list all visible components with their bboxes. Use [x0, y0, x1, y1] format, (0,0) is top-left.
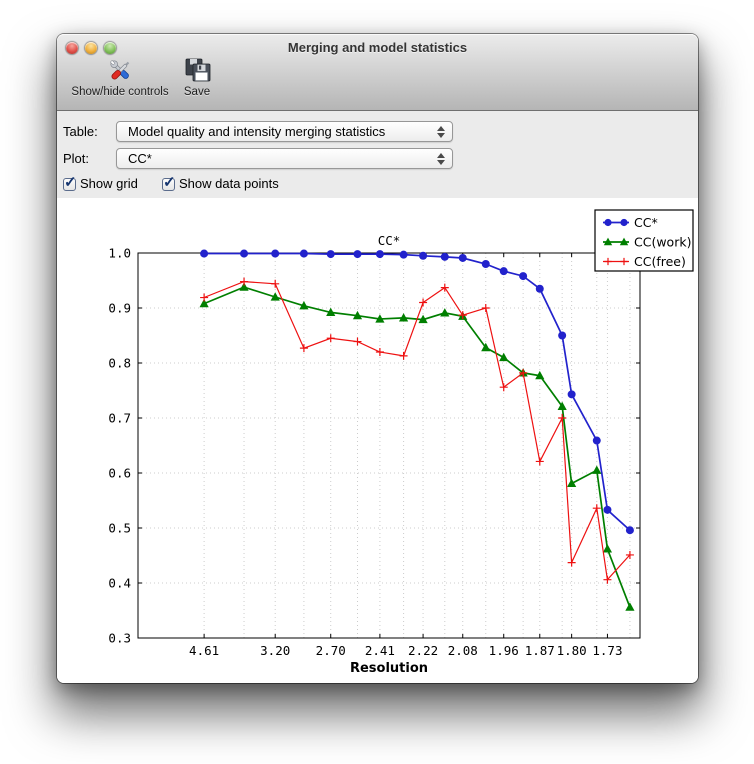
series-line: [204, 252, 631, 531]
series-line: [203, 286, 631, 608]
svg-text:3.20: 3.20: [260, 643, 290, 658]
controls-panel: Table: Model quality and intensity mergi…: [57, 111, 698, 199]
close-button[interactable]: [66, 42, 78, 54]
show-hide-controls-label: Show/hide controls: [71, 86, 169, 98]
save-label: Save: [183, 86, 211, 98]
save-icon: [185, 58, 210, 82]
checkmark-icon: ✓: [64, 174, 77, 191]
dropdown-stepper-icon: [436, 152, 445, 166]
series-line: [203, 280, 631, 582]
checkmark-icon: ✓: [163, 174, 176, 191]
table-dropdown-value: Model quality and intensity merging stat…: [128, 124, 386, 139]
chart-canvas: 4.61 3.20 2.70 2.41 2.22 2.08 1.96 1.87 1.80 1.73…: [108, 209, 694, 676]
svg-text:0.5: 0.5: [108, 521, 131, 536]
show-data-points-checkbox[interactable]: ✓: [162, 174, 176, 191]
save-button[interactable]: Save: [174, 57, 220, 107]
plot-frame: [137, 252, 641, 639]
legend-label: CC*: [634, 215, 658, 230]
svg-text:2.41: 2.41: [365, 643, 395, 658]
plot-dropdown-value: CC*: [128, 151, 152, 166]
tools-icon: [109, 60, 129, 80]
plot-dropdown[interactable]: CC*: [116, 148, 453, 169]
show-hide-controls-button[interactable]: Show/hide controls: [60, 57, 180, 107]
plot-panel: 4.61 3.20 2.70 2.41 2.22 2.08 1.96 1.87 1.80 1.73…: [57, 198, 698, 683]
axis-ticks: [138, 252, 640, 639]
svg-text:2.22: 2.22: [408, 643, 438, 658]
window-title: Merging and model statistics: [287, 40, 468, 55]
legend-label: CC(work): [634, 235, 691, 250]
svg-text:1.80: 1.80: [557, 643, 587, 658]
show-data-points-label: Show data points: [179, 176, 279, 191]
table-dropdown[interactable]: Model quality and intensity merging stat…: [116, 121, 453, 142]
svg-text:1.96: 1.96: [489, 643, 519, 658]
legend-label: CC(free): [634, 254, 686, 269]
svg-text:1.87: 1.87: [525, 643, 555, 658]
plot-label: Plot:: [63, 151, 90, 166]
title-bar[interactable]: Merging and model statistics Show/hide c…: [57, 34, 698, 111]
y-tick-labels: 0.3 0.4 0.5 0.6 0.7 0.8 0.9 1.0: [108, 246, 131, 646]
svg-text:0.7: 0.7: [108, 411, 131, 426]
svg-text:0.8: 0.8: [108, 356, 131, 371]
series-CC*: [200, 249, 634, 535]
svg-text:1.0: 1.0: [108, 246, 131, 261]
series-CC(free): [200, 277, 634, 584]
minimize-button[interactable]: [85, 42, 97, 54]
chart-title: CC*: [378, 233, 401, 248]
x-tick-labels: 4.61 3.20 2.70 2.41 2.22 2.08 1.96 1.87 1.80 1.73: [189, 643, 622, 658]
svg-text:4.61: 4.61: [189, 643, 219, 658]
svg-text:0.4: 0.4: [108, 576, 131, 591]
x-axis-label: Resolution: [350, 661, 428, 676]
app-window: Merging and model statistics Show/hide c…: [57, 34, 698, 683]
show-grid-checkbox[interactable]: ✓: [63, 174, 77, 191]
svg-text:0.9: 0.9: [108, 301, 131, 316]
svg-text:0.6: 0.6: [108, 466, 131, 481]
show-grid-label: Show grid: [80, 176, 138, 191]
series-CC(work): [199, 282, 635, 611]
zoom-button[interactable]: [104, 42, 116, 54]
dropdown-stepper-icon: [436, 125, 445, 139]
window-controls: [66, 42, 116, 54]
svg-text:1.73: 1.73: [592, 643, 622, 658]
chart-legend: CC* CC(work) CC(free): [594, 209, 694, 272]
svg-text:0.3: 0.3: [108, 631, 131, 646]
svg-text:2.70: 2.70: [316, 643, 346, 658]
grid-lines: [138, 252, 640, 639]
table-label: Table:: [63, 124, 98, 139]
svg-text:2.08: 2.08: [448, 643, 478, 658]
